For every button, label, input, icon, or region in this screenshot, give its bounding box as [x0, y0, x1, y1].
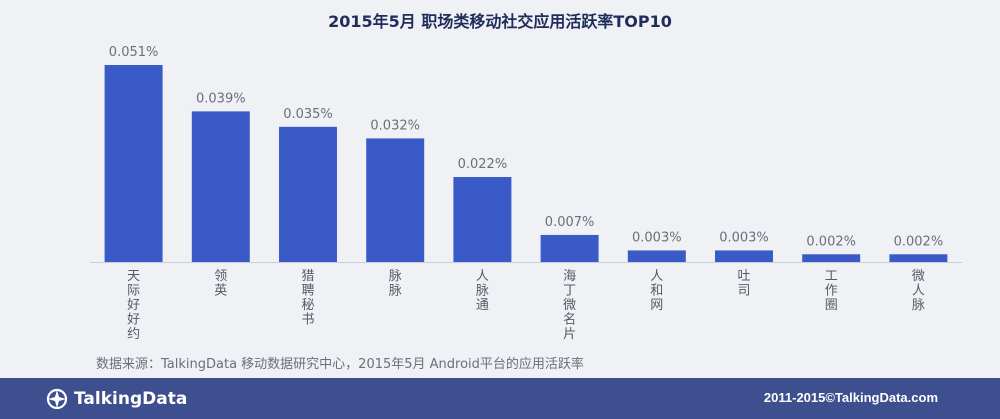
category-label-5: 海丁微名片 — [563, 269, 576, 342]
chart-title: 2015年5月 职场类移动社交应用活跃率TOP10 — [328, 12, 672, 31]
data-label-8: 0.002% — [806, 234, 856, 249]
category-label-8: 工作圈 — [825, 269, 838, 313]
data-label-4: 0.022% — [458, 157, 508, 172]
bar-0 — [104, 65, 163, 262]
category-label-4: 人脉通 — [476, 269, 489, 313]
category-label-0: 天际好好约 — [127, 269, 140, 342]
category-label-1: 领英 — [214, 269, 227, 299]
bar-6 — [627, 250, 686, 262]
copyright-text: 2011-2015©TalkingData.com — [763, 390, 938, 405]
category-label-9: 微人脉 — [912, 269, 925, 313]
data-label-6: 0.003% — [632, 230, 682, 245]
bar-4 — [453, 177, 512, 262]
data-label-1: 0.039% — [196, 91, 246, 106]
data-label-2: 0.035% — [283, 107, 333, 122]
bar-chart: 0.051% 天际好好约 0.039% 领英 0.035% 猎聘秘书 0.032% 脉脉 0.0… — [90, 45, 962, 342]
logo-text: TalkingData — [74, 389, 188, 409]
category-label-2: 猎聘秘书 — [301, 269, 314, 328]
category-label-3: 脉脉 — [389, 269, 402, 299]
data-label-9: 0.002% — [894, 234, 944, 249]
bar-9 — [889, 254, 948, 262]
bar-7 — [715, 250, 773, 262]
bar-1 — [191, 111, 250, 263]
data-label-3: 0.032% — [370, 118, 420, 133]
footer-bar: TalkingData 2011-2015©TalkingData.com — [0, 378, 1000, 419]
category-label-6: 人和网 — [650, 269, 663, 313]
source-note: 数据来源：TalkingData 移动数据研究中心，2015年5月 Androi… — [96, 357, 584, 372]
footer-logo: TalkingData — [46, 388, 187, 410]
bar-8 — [802, 254, 861, 262]
bar-3 — [366, 138, 425, 262]
bar-2 — [279, 126, 337, 262]
data-label-0: 0.051% — [109, 45, 159, 60]
category-label-7: 吐司 — [737, 269, 750, 299]
data-label-7: 0.003% — [719, 230, 769, 245]
talkingdata-logo-icon — [46, 388, 68, 410]
data-label-5: 0.007% — [545, 215, 595, 230]
bar-5 — [540, 234, 599, 262]
